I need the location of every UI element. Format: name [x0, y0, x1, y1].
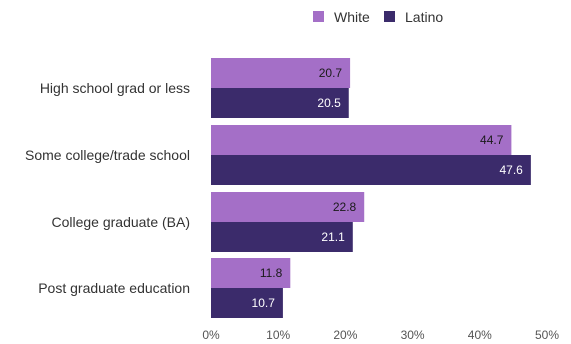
- bar-white: [211, 258, 291, 288]
- data-label-white: 11.8: [260, 266, 283, 280]
- legend: White Latino: [313, 9, 443, 25]
- category-label: Some college/trade school: [25, 147, 190, 163]
- bar-latino: [211, 288, 283, 318]
- category-label: Post graduate education: [38, 280, 190, 296]
- data-label-white: 44.7: [480, 133, 504, 147]
- x-tick-label: 40%: [468, 328, 492, 342]
- bar-latino: [211, 88, 349, 118]
- data-label-white: 22.8: [333, 200, 357, 214]
- legend-label-white: White: [334, 9, 370, 25]
- data-label-latino: 47.6: [500, 163, 524, 177]
- x-tick-label: 20%: [333, 328, 357, 342]
- x-axis-ticks: 0% 10% 20% 30% 40% 50%: [202, 328, 559, 342]
- category-label: High school grad or less: [40, 80, 190, 96]
- bar-white: [211, 125, 512, 155]
- bar-latino: [211, 155, 531, 185]
- bar-white: [211, 58, 351, 88]
- bar-white: [211, 192, 365, 222]
- bar-latino: [211, 222, 353, 252]
- data-labels: 20.7 20.5 44.7 47.6 22.8 21.1 11.8 10.7: [252, 66, 524, 310]
- data-label-latino: 21.1: [321, 230, 345, 244]
- bars: [211, 58, 531, 318]
- x-tick-label: 50%: [535, 328, 559, 342]
- legend-swatch-latino: [384, 11, 395, 22]
- x-tick-label: 0%: [202, 328, 220, 342]
- category-label: College graduate (BA): [51, 214, 190, 230]
- data-label-white: 20.7: [319, 66, 343, 80]
- legend-label-latino: Latino: [405, 9, 443, 25]
- data-label-latino: 20.5: [317, 96, 341, 110]
- x-tick-label: 10%: [266, 328, 290, 342]
- legend-swatch-white: [313, 11, 324, 22]
- data-label-latino: 10.7: [252, 296, 276, 310]
- category-labels: High school grad or less Some college/tra…: [25, 80, 190, 296]
- x-tick-label: 30%: [401, 328, 425, 342]
